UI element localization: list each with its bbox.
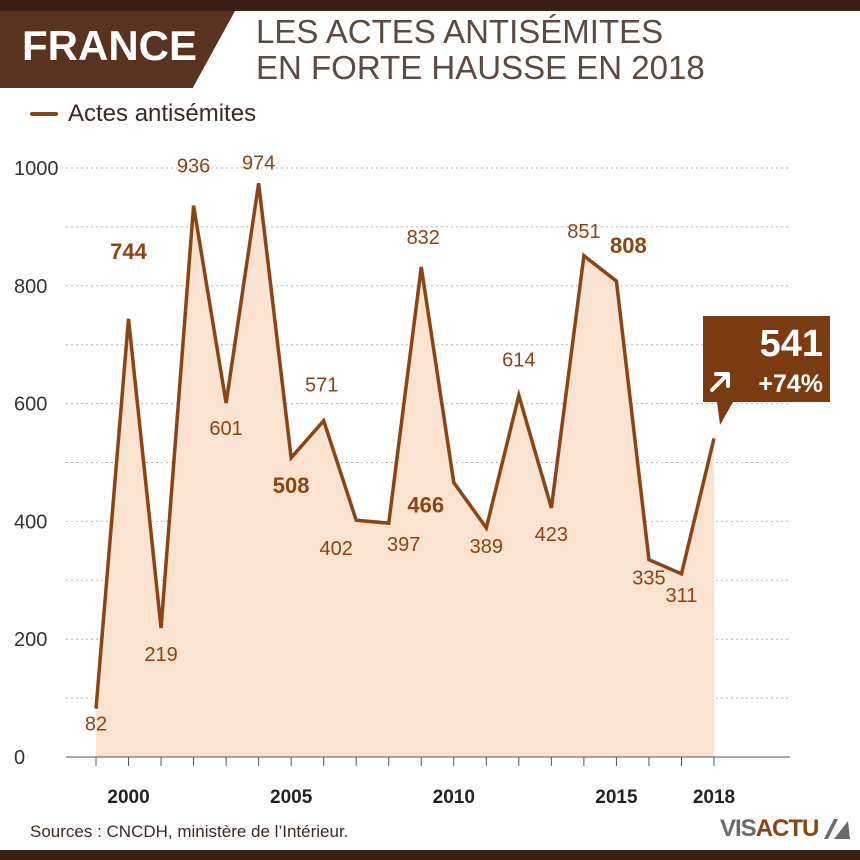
country-label: FRANCE	[22, 22, 197, 69]
logo-text-actu: ACTU	[755, 815, 820, 842]
data-label: 82	[85, 714, 107, 736]
legend-swatch	[30, 112, 58, 116]
y-tick-label: 1000	[14, 158, 59, 180]
data-label: 936	[177, 156, 210, 178]
data-label: 974	[242, 152, 275, 174]
y-tick-label: 800	[14, 276, 47, 298]
title-line-1: LES ACTES ANTISÉMITES	[256, 13, 664, 50]
callout-value: 541	[760, 323, 823, 365]
callout-change: +74%	[758, 370, 823, 398]
y-tick-label: 400	[14, 511, 47, 533]
data-label: 571	[305, 375, 338, 397]
series-line	[94, 183, 716, 709]
country-tag	[0, 11, 235, 88]
x-tick-label: 2015	[595, 787, 638, 808]
bottom-bar	[0, 850, 860, 860]
data-label: 851	[567, 221, 600, 243]
data-label: 832	[407, 227, 440, 249]
y-tick-label: 200	[14, 629, 47, 651]
data-label: 402	[320, 538, 353, 560]
data-label: 808	[610, 233, 647, 258]
data-label: 423	[535, 524, 568, 546]
data-label: 508	[273, 473, 310, 498]
data-label: 219	[144, 644, 177, 666]
legend: Actes antisémites	[30, 100, 256, 128]
data-label: 601	[209, 418, 242, 440]
data-label: 466	[407, 493, 444, 518]
data-label: 614	[502, 349, 535, 371]
source-note: Sources : CNCDH, ministère de l’Intérieu…	[30, 822, 349, 841]
x-tick-label: 2010	[433, 787, 475, 808]
logo-text-vis: VIS	[720, 815, 757, 842]
legend-label: Actes antisémites	[68, 100, 257, 127]
callout-box	[703, 316, 830, 425]
x-tick-label: 2000	[107, 787, 149, 808]
logo-mark-icon	[824, 819, 851, 839]
data-label: 397	[387, 534, 420, 556]
series-area	[96, 183, 714, 758]
data-label: 389	[470, 536, 503, 558]
data-label: 311	[666, 585, 698, 607]
title-line-2: EN FORTE HAUSSE EN 2018	[256, 49, 705, 86]
y-tick-label: 600	[14, 394, 47, 416]
data-label: 744	[110, 239, 147, 264]
arrow-up-right-icon	[710, 372, 730, 392]
x-tick-label: 2018	[693, 787, 735, 808]
y-tick-label: 0	[14, 747, 25, 769]
top-bar	[0, 0, 860, 11]
chart-title: LES ACTES ANTISÉMITES EN FORTE HAUSSE EN…	[256, 14, 705, 86]
x-tick-label: 2005	[270, 787, 313, 808]
data-label: 335	[632, 568, 665, 590]
visactu-logo: VISACTU	[720, 815, 852, 843]
